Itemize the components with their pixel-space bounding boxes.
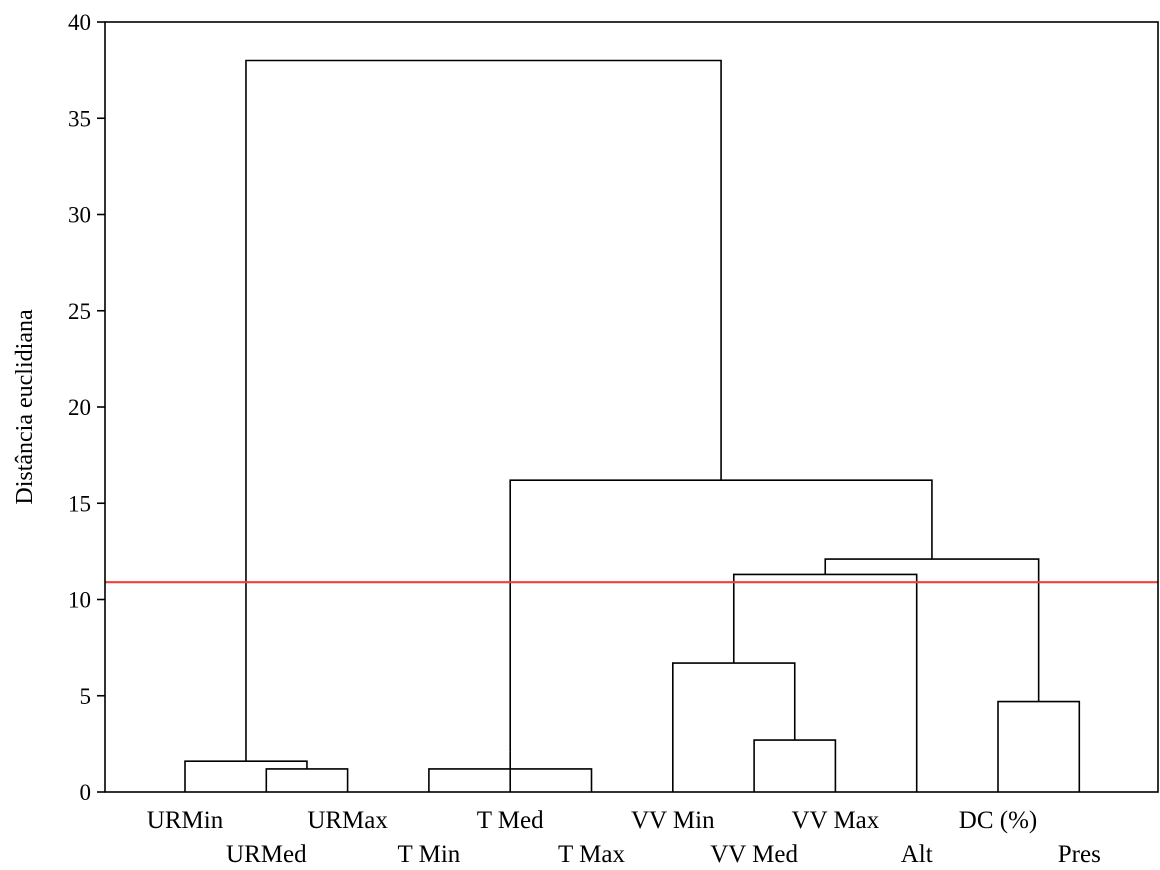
y-axis-ticks: 0 5 10 15 20 25 30 35 40 — [68, 10, 105, 805]
dendrogram-branch — [509, 479, 933, 752]
y-tick-label: 10 — [68, 588, 91, 613]
dendrogram-branch — [824, 558, 1040, 702]
leaf-label: VV Min — [631, 807, 715, 834]
y-tick-label: 0 — [80, 780, 92, 805]
dendrogram-branch — [997, 700, 1081, 792]
dendrogram-branch — [245, 59, 722, 762]
plot-frame — [104, 21, 1159, 793]
leaf-label: DC (%) — [959, 807, 1037, 834]
y-tick-label: 40 — [68, 10, 91, 35]
y-tick-label: 20 — [68, 395, 91, 420]
y-tick-label: 30 — [68, 203, 91, 228]
y-axis-title-group: Distância euclidiana — [12, 309, 38, 505]
y-axis-title: Distância euclidiana — [12, 309, 38, 505]
y-tick-label: 25 — [68, 299, 91, 324]
leaf-label: URMax — [307, 807, 388, 834]
y-tick-label: 35 — [68, 106, 91, 131]
leaf-label: URMed — [226, 841, 307, 868]
leaf-label: VV Max — [792, 807, 880, 834]
leaf-label: T Med — [477, 807, 544, 834]
dendrogram-branch — [753, 739, 837, 792]
leaf-label: Alt — [901, 841, 933, 868]
leaf-label: T Max — [558, 841, 625, 868]
y-tick-label: 15 — [68, 491, 91, 516]
dendrogram-branch — [184, 760, 308, 792]
leaf-label: T Min — [398, 841, 461, 868]
leaf-label: VV Med — [710, 841, 798, 868]
leaf-label: URMin — [147, 807, 224, 834]
dendrogram-branch — [265, 768, 349, 792]
dendrogram-branch — [672, 662, 796, 792]
dendrogram-branch — [732, 573, 918, 792]
y-tick-label: 5 — [80, 684, 92, 709]
leaf-label: Pres — [1058, 841, 1101, 868]
dendrogram-branches — [184, 59, 1081, 792]
